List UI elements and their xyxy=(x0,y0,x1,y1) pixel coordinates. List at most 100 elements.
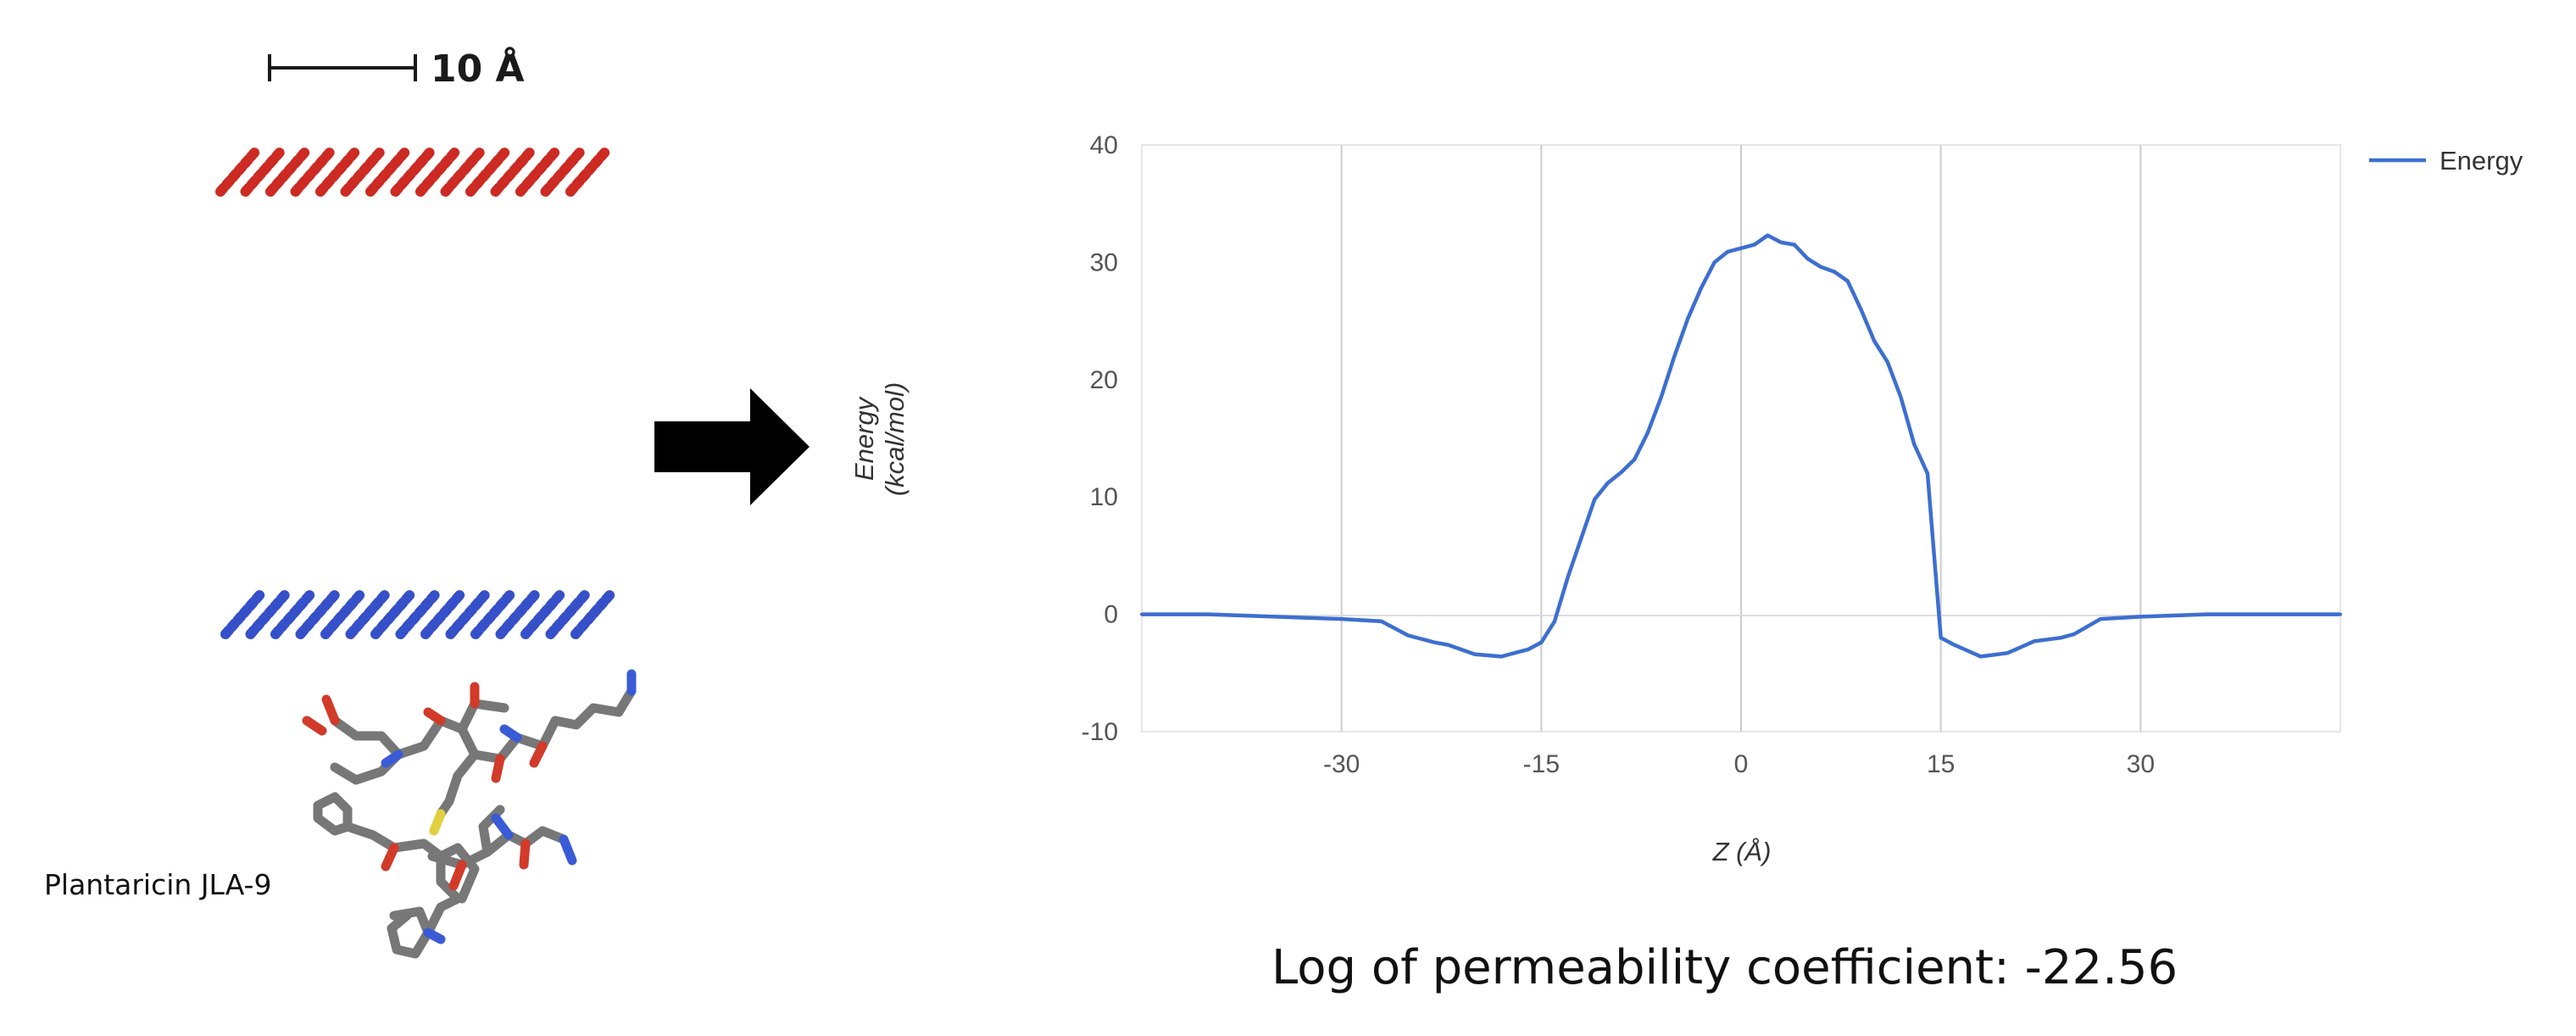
membrane-stripe xyxy=(290,146,337,197)
membrane-stripe xyxy=(315,146,361,197)
data-point xyxy=(1446,643,1450,647)
data-point xyxy=(2339,612,2342,616)
data-point xyxy=(1605,481,1610,485)
membrane-stripe xyxy=(420,588,466,639)
data-point xyxy=(1872,339,1877,343)
data-point xyxy=(1379,619,1383,623)
x-tick-label: 30 xyxy=(2127,750,2155,778)
data-point xyxy=(1273,615,1277,619)
data-point xyxy=(1726,249,1730,253)
y-tick-label: 40 xyxy=(1090,131,1118,159)
scale-bar-label: 10 Å xyxy=(431,46,525,91)
data-point xyxy=(2032,639,2036,643)
data-point xyxy=(1966,649,1970,653)
data-point xyxy=(1885,360,1889,365)
membrane-stripe xyxy=(295,588,342,639)
data-point xyxy=(1939,636,1943,640)
data-point xyxy=(1206,612,1210,616)
data-point xyxy=(1805,257,1810,261)
membrane-layer-bottom xyxy=(220,588,616,639)
data-point xyxy=(1925,471,1929,476)
data-point xyxy=(1832,270,1836,274)
membrane-stripe xyxy=(440,146,487,197)
membrane-stripe xyxy=(570,588,616,639)
data-point xyxy=(2139,615,2143,619)
data-point xyxy=(1633,457,1637,461)
membrane-stripe xyxy=(545,588,592,639)
y-tick-label: -10 xyxy=(1082,718,1118,746)
membrane-layer-top xyxy=(215,146,611,197)
x-axis-ticks: -30 -15 0 15 30 xyxy=(1323,750,2155,778)
data-point xyxy=(1686,316,1690,320)
legend: Energy xyxy=(2369,146,2523,175)
data-point xyxy=(1779,240,1783,244)
membrane-stripe xyxy=(445,588,492,639)
scale-bar: 10 Å xyxy=(268,46,525,91)
data-point xyxy=(2006,651,2010,655)
data-point xyxy=(1619,471,1623,475)
data-point xyxy=(1952,643,1956,647)
data-point xyxy=(2059,636,2063,640)
data-point xyxy=(1912,442,1917,446)
peptide-structure xyxy=(302,669,637,959)
membrane-stripe xyxy=(415,146,461,197)
membrane-stripe xyxy=(240,146,287,197)
membrane-stripe xyxy=(540,146,587,197)
data-point xyxy=(1659,395,1663,399)
data-point xyxy=(1766,233,1770,237)
membrane-stripe xyxy=(265,146,311,197)
molecule-label: Plantaricin JLA-9 xyxy=(44,868,271,901)
data-point xyxy=(1752,242,1756,247)
data-point xyxy=(1646,431,1650,435)
data-point xyxy=(1472,652,1477,656)
x-axis-title: Z (Å) xyxy=(1712,837,1772,866)
data-point xyxy=(1593,497,1597,501)
series-points-energy xyxy=(1140,233,2342,659)
y-tick-label: 20 xyxy=(1090,366,1118,394)
membrane-stripe xyxy=(390,146,437,197)
x-tick-label: 0 xyxy=(1734,750,1749,778)
data-point xyxy=(1566,575,1570,579)
y-tick-label: 10 xyxy=(1090,483,1118,511)
membrane-stripe xyxy=(365,146,411,197)
data-point xyxy=(2272,612,2276,616)
arrow-icon xyxy=(654,388,810,505)
y-tick-label: 30 xyxy=(1090,248,1118,276)
data-point xyxy=(2072,632,2076,637)
data-point xyxy=(1553,619,1557,623)
data-point xyxy=(1899,395,1903,399)
membrane-stripe xyxy=(490,146,537,197)
data-point xyxy=(1739,246,1743,250)
data-point xyxy=(1792,242,1796,247)
y-tick-label: 0 xyxy=(1104,601,1118,629)
data-point xyxy=(1932,554,1936,558)
data-point xyxy=(1819,265,1823,269)
data-point xyxy=(1699,286,1703,290)
membrane-stripe xyxy=(515,146,561,197)
data-point xyxy=(1672,354,1677,359)
membrane-stripe xyxy=(520,588,566,639)
y-axis-ticks: 40 30 20 10 0 -10 xyxy=(1082,131,1118,746)
membrane-stripe xyxy=(270,588,316,639)
y-axis-title-line-1: Energy xyxy=(849,395,879,481)
gridlines xyxy=(1340,145,2142,732)
data-point xyxy=(2018,645,2022,649)
y-axis-title: Energy (kcal/mol) xyxy=(849,382,910,496)
x-tick-label: 15 xyxy=(1927,750,1955,778)
data-point xyxy=(1433,640,1437,644)
membrane-stripe xyxy=(245,588,292,639)
data-point xyxy=(1845,279,1850,283)
membrane-stripe xyxy=(470,588,516,639)
data-point xyxy=(1859,307,1863,311)
x-tick-label: -15 xyxy=(1523,750,1560,778)
data-point xyxy=(1140,612,1143,616)
data-point xyxy=(1978,654,1983,659)
x-tick-label: -30 xyxy=(1323,750,1360,778)
data-point xyxy=(1539,640,1544,644)
data-point xyxy=(2099,617,2103,621)
membrane-stripe xyxy=(345,588,392,639)
data-point xyxy=(1406,633,1410,638)
legend-label-energy: Energy xyxy=(2440,146,2523,175)
membrane-stripe xyxy=(495,588,542,639)
